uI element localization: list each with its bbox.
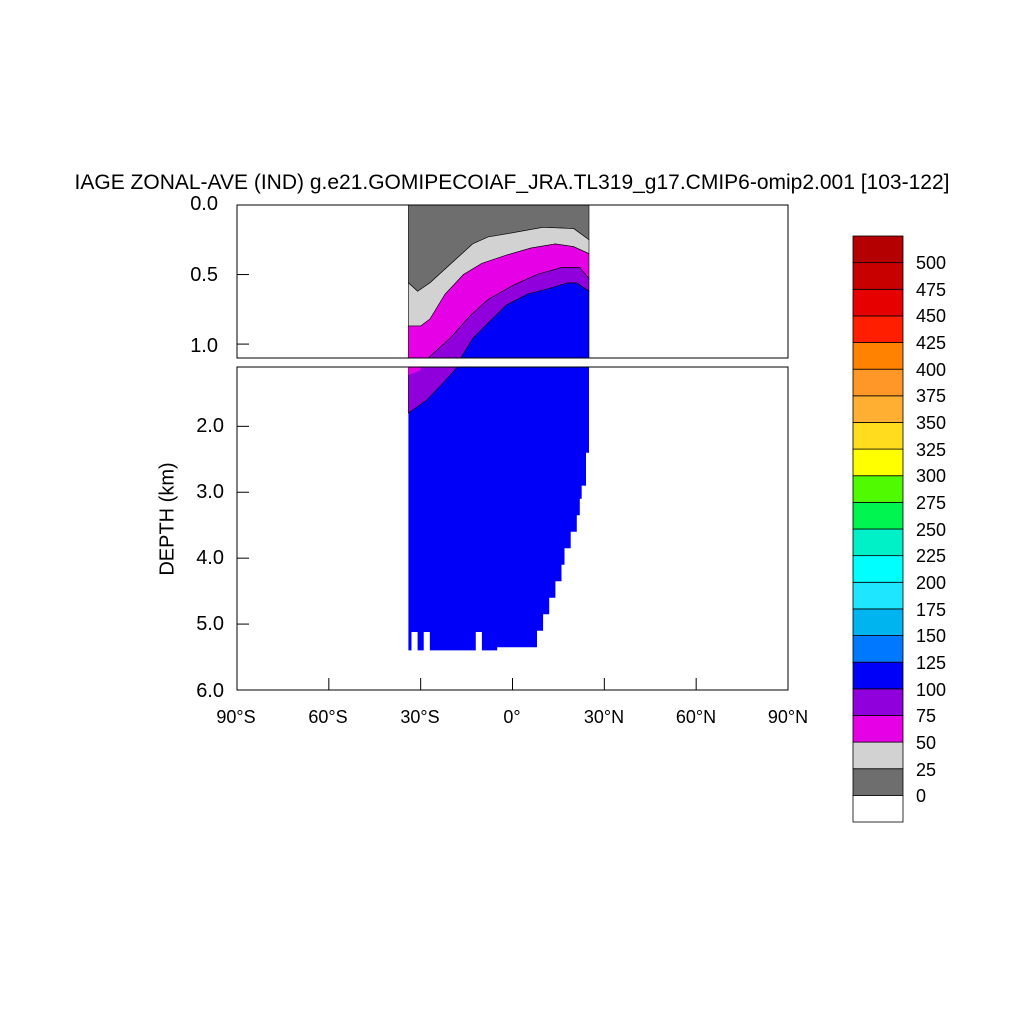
colorbar-label-475: 475	[916, 280, 947, 300]
colorbar-label-200: 200	[916, 573, 947, 593]
colorbar-box-17	[852, 342, 904, 370]
colorbar-label-100: 100	[916, 680, 947, 700]
colorbar-label-500: 500	[916, 253, 947, 273]
y-tick-label-0.0: 0.0	[190, 193, 218, 215]
y-tick-label-1.0: 1.0	[190, 335, 218, 357]
band-upper-100-125	[460, 282, 590, 358]
colorbar-box-8	[852, 581, 904, 610]
colorbar-label-50: 50	[916, 733, 937, 753]
colorbar-box-2	[852, 741, 904, 770]
x-tick-label-60n: 60°N	[675, 707, 717, 727]
colorbar-box-0	[852, 794, 904, 823]
y-tick-label-6.0: 6.0	[196, 680, 224, 702]
colorbar-label-350: 350	[916, 413, 947, 433]
colorbar-box-7	[852, 608, 904, 636]
colorbar-box-19	[852, 288, 904, 317]
colorbar-label-175: 175	[916, 600, 947, 620]
colorbar-label-250: 250	[916, 520, 947, 540]
band-lower-50-75	[408, 367, 421, 375]
colorbar-box-18	[852, 315, 904, 343]
colorbar-box-1	[852, 768, 904, 796]
colorbar-label-0: 0	[916, 786, 927, 806]
colorbar-box-15	[852, 395, 904, 423]
colorbar-box-11	[852, 501, 904, 530]
seafloor-gap-1	[423, 631, 430, 654]
x-tick-label-60s: 60°S	[308, 707, 348, 727]
x-tick-label-30s: 30°S	[400, 707, 440, 727]
y-tick-label-5.0: 5.0	[196, 613, 224, 635]
y-tick-label-4.0: 4.0	[196, 547, 224, 569]
y-tick-label-0.5: 0.5	[190, 264, 218, 286]
chart-title: IAGE ZONAL-AVE (IND) g.e21.GOMIPECOIAF_J…	[74, 171, 950, 194]
colorbar-box-14	[852, 422, 904, 450]
colorbar-box-3	[852, 715, 904, 743]
x-tick-label-30n: 30°N	[583, 707, 625, 727]
colorbar-box-5	[852, 661, 904, 690]
seafloor-gap-2	[475, 631, 482, 654]
colorbar-box-21	[852, 235, 904, 264]
y-tick-label-2.0: 2.0	[196, 415, 224, 437]
band-lower-100-125	[408, 367, 589, 651]
upper-panel-frame	[236, 204, 789, 359]
colorbar-box-20	[852, 262, 904, 290]
colorbar-label-400: 400	[916, 360, 947, 380]
colorbar-box-6	[852, 635, 904, 663]
colorbar-label-125: 125	[916, 653, 947, 673]
colorbar-label-325: 325	[916, 440, 947, 460]
colorbar-label-425: 425	[916, 333, 947, 353]
upper-panel-bands	[408, 205, 590, 358]
x-tick-label-0: 0°	[503, 707, 521, 727]
x-tick-label-90n: 90°N	[767, 707, 809, 727]
y-tick-label-3.0: 3.0	[196, 481, 224, 503]
colorbar-box-9	[852, 555, 904, 583]
seafloor-gap-3	[581, 485, 585, 503]
colorbar-box-10	[852, 528, 904, 557]
seafloor-gap-0	[411, 631, 418, 654]
colorbar-box-12	[852, 475, 904, 503]
colorbar-label-375: 375	[916, 386, 947, 406]
colorbar-box-13	[852, 448, 904, 477]
colorbar-label-300: 300	[916, 466, 947, 486]
band-lower-75-100	[408, 367, 458, 414]
x-tick-label-90s: 90°S	[216, 707, 256, 727]
colorbar-label-25: 25	[916, 760, 937, 780]
colorbar-label-75: 75	[916, 706, 937, 726]
colorbar-label-225: 225	[916, 546, 947, 566]
colorbar-label-150: 150	[916, 626, 947, 646]
lower-panel-bands	[408, 367, 589, 654]
colorbar-label-450: 450	[916, 306, 947, 326]
colorbar-box-4	[852, 688, 904, 716]
colorbar-box-16	[852, 368, 904, 397]
colorbar-label-275: 275	[916, 493, 947, 513]
